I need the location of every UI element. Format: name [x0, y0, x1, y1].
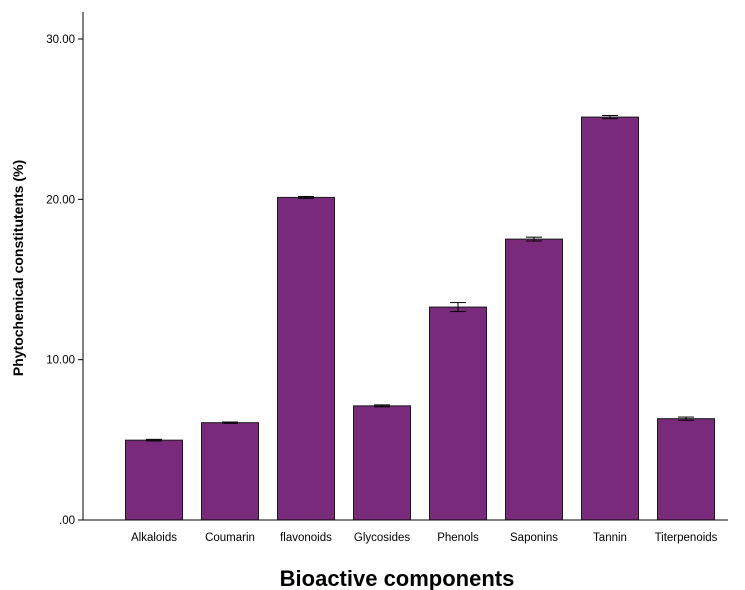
x-tick-label-glycosides: Glycosides [354, 532, 410, 544]
error-bar-glycosides [374, 404, 390, 408]
bar-flavonoids [277, 196, 335, 521]
y-tick-label: 30.00 [46, 34, 75, 46]
bar-coumarin [201, 422, 259, 521]
bars-group [125, 116, 715, 521]
x-tick-label-tannin: Tannin [593, 532, 627, 544]
x-tick-label-flavonoids: flavonoids [280, 532, 332, 544]
y-tick-label: 20.00 [46, 194, 75, 206]
x-tick-label-alkaloids: Alkaloids [131, 532, 177, 544]
bar-titerpenoids [657, 418, 715, 521]
error-bar-tannin [602, 114, 618, 120]
error-bar-titerpenoids [678, 416, 694, 421]
bar-tannin [581, 116, 639, 521]
y-axis-title: Phytochemical constitutents (%) [10, 160, 26, 376]
error-bars-group [146, 114, 694, 442]
error-bar-flavonoids [298, 195, 314, 199]
x-tick-labels-group: Alkaloids Coumarin flavonoids Glycosides Phe… [131, 532, 718, 544]
bar-glycosides [353, 405, 411, 521]
bar-phenols [429, 306, 487, 521]
x-tick-label-phenols: Phenols [437, 532, 479, 544]
error-bar-coumarin [222, 421, 238, 424]
bar-saponins [505, 238, 563, 521]
bar-alkaloids [125, 439, 183, 521]
y-tick-label: 10.00 [46, 355, 75, 367]
error-bar-phenols [450, 302, 466, 313]
y-tick-label: .00 [59, 515, 75, 527]
x-tick-label-titerpenoids: Titerpenoids [655, 532, 718, 544]
y-ticks-group: .00 10.00 20.00 30.00 [46, 34, 83, 527]
x-tick-label-saponins: Saponins [510, 532, 558, 544]
error-bar-saponins [526, 236, 542, 242]
x-tick-label-coumarin: Coumarin [205, 532, 255, 544]
error-bar-alkaloids [146, 438, 162, 442]
x-axis-title: Bioactive components [280, 566, 515, 590]
